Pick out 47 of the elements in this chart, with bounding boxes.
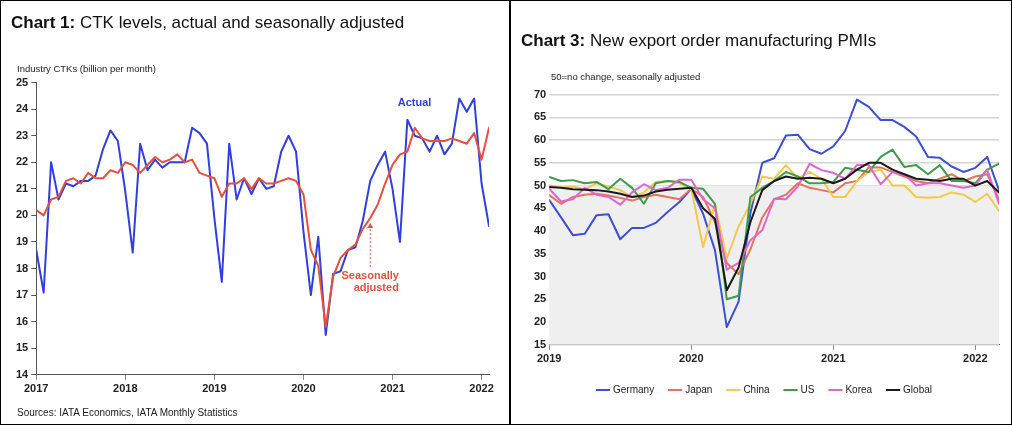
x-tick-label: 2019 <box>536 352 562 365</box>
chart-title: Chart 1: CTK levels, actual and seasonally adjusted <box>11 13 405 33</box>
y-tick-label: 45 <box>533 201 547 214</box>
x-tick-label: 2018 <box>113 382 138 395</box>
legend-label: Japan <box>685 383 713 395</box>
y-tick-label: 30 <box>533 269 547 282</box>
y-tick-label: 50 <box>533 178 547 191</box>
y-tick-label: 55 <box>533 155 547 168</box>
y-tick-label: 65 <box>533 110 547 123</box>
y-tick-label: 18 <box>15 261 29 274</box>
y-tick-label: 25 <box>15 75 29 88</box>
source-note: Sources: IATA Economics, IATA Monthly Statistics <box>17 407 238 418</box>
legend-label: Korea <box>845 383 873 395</box>
x-tick-label: 2022 <box>469 382 494 395</box>
y-tick-label: 22 <box>15 155 29 168</box>
x-tick-label: 2020 <box>291 382 316 395</box>
x-tick-label: 2019 <box>202 382 227 395</box>
y-tick-label: 20 <box>533 315 547 328</box>
y-tick-label: 40 <box>533 224 547 237</box>
x-tick-label: 2020 <box>679 352 704 365</box>
y-tick-label: 19 <box>15 235 29 248</box>
legend-label: Germany <box>613 383 655 395</box>
series-label: Actual <box>397 95 432 108</box>
series-label: Seasonally adjusted <box>341 268 400 293</box>
y-tick-label: 60 <box>533 133 547 146</box>
y-tick-label: 25 <box>533 292 547 305</box>
legend-label: China <box>743 383 770 395</box>
x-tick-label: 2017 <box>23 382 49 395</box>
x-tick-label: 2021 <box>821 352 846 365</box>
y-tick-label: 24 <box>15 102 30 115</box>
x-tick-label: 2022 <box>963 352 988 365</box>
y-tick-label: 70 <box>533 87 547 100</box>
y-tick-label: 15 <box>533 337 547 350</box>
x-tick-label: 2021 <box>380 382 405 395</box>
legend-label: Global <box>903 383 932 395</box>
y-axis-title: Industry CTKs (billion per month) <box>17 63 156 74</box>
y-tick-label: 20 <box>15 208 29 221</box>
y-tick-label: 35 <box>533 246 547 259</box>
y-tick-label: 17 <box>15 288 29 301</box>
y-tick-label: 14 <box>15 367 30 380</box>
y-tick-label: 23 <box>15 128 29 141</box>
y-axis-title: 50=no change, seasonally adjusted <box>551 71 701 82</box>
y-tick-label: 21 <box>15 181 29 194</box>
y-tick-label: 16 <box>15 314 29 327</box>
legend-label: US <box>800 383 815 395</box>
y-tick-label: 15 <box>15 341 29 354</box>
chart-title: Chart 3: New export order manufacturing PMIs <box>521 31 877 51</box>
